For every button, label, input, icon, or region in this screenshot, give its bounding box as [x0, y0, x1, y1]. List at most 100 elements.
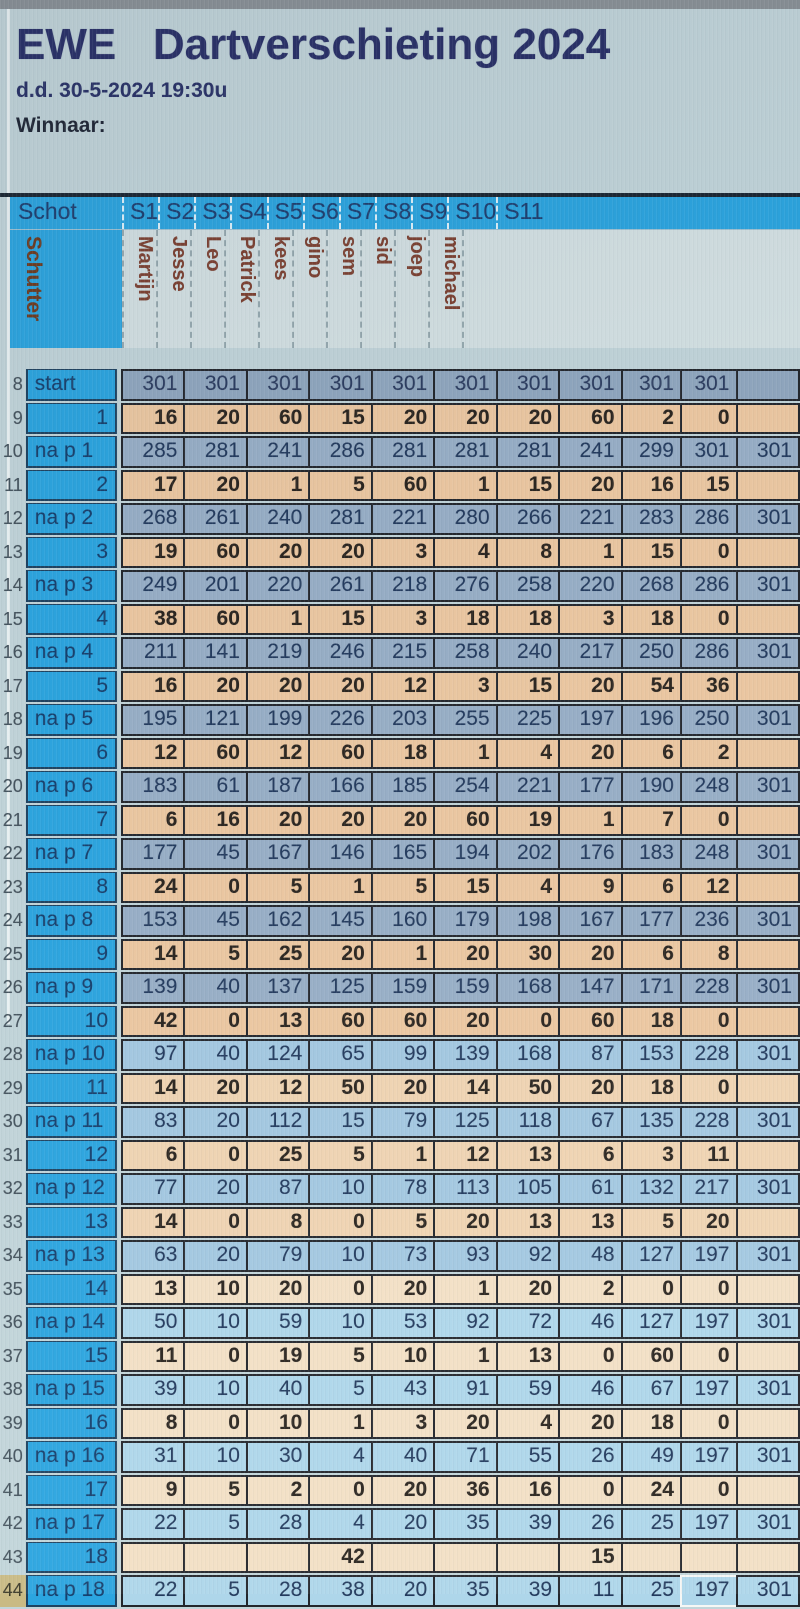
row-label-cell[interactable]: 16 [25, 1407, 118, 1439]
score-cell[interactable]: 258 [433, 637, 498, 669]
score-cell[interactable]: 1 [433, 1273, 498, 1305]
score-cell[interactable]: 20 [183, 402, 248, 434]
score-cell[interactable]: 48 [558, 1240, 623, 1272]
score-cell[interactable]: 301 [735, 1307, 800, 1339]
row-label-cell[interactable]: na p 7 [25, 838, 118, 870]
score-cell[interactable]: 246 [308, 637, 373, 669]
column-header-s6[interactable]: S6 [302, 197, 339, 229]
score-cell[interactable]: 40 [370, 1441, 436, 1473]
score-cell[interactable]: 20 [245, 804, 311, 836]
score-cell[interactable]: 286 [679, 570, 738, 602]
score-cell[interactable]: 179 [433, 905, 498, 937]
score-cell[interactable]: 5 [308, 1340, 373, 1372]
score-cell[interactable]: 281 [183, 436, 248, 468]
score-cell[interactable]: 3 [370, 1407, 436, 1439]
score-cell[interactable]: 167 [558, 905, 623, 937]
score-cell[interactable]: 301 [735, 1173, 800, 1205]
player-name-cell-leo[interactable]: Leo [190, 230, 224, 348]
score-cell[interactable] [620, 1541, 682, 1573]
column-header-s8[interactable]: S8 [374, 197, 411, 229]
score-cell[interactable]: 285 [121, 436, 186, 468]
score-cell[interactable]: 15 [558, 1541, 623, 1573]
score-cell[interactable]: 153 [121, 905, 186, 937]
score-cell[interactable]: 50 [308, 1072, 373, 1104]
score-cell[interactable]: 228 [679, 1106, 738, 1138]
excel-row-number[interactable]: 32 [2, 1178, 23, 1198]
score-cell[interactable]: 1 [433, 737, 498, 769]
score-cell[interactable]: 11 [558, 1575, 623, 1607]
score-cell[interactable]: 20 [433, 402, 498, 434]
score-cell[interactable]: 20 [433, 938, 498, 970]
score-cell[interactable]: 0 [679, 1340, 738, 1372]
score-cell[interactable]: 8 [245, 1206, 311, 1238]
score-cell[interactable]: 35 [433, 1508, 498, 1540]
score-cell[interactable]: 72 [495, 1307, 561, 1339]
column-header-s9[interactable]: S9 [411, 197, 447, 229]
score-cell[interactable]: 20 [558, 938, 623, 970]
score-cell[interactable]: 0 [679, 402, 738, 434]
score-cell[interactable]: 20 [245, 1273, 311, 1305]
score-cell[interactable]: 168 [495, 972, 561, 1004]
score-cell[interactable] [735, 804, 800, 836]
score-cell[interactable] [370, 1541, 436, 1573]
score-cell[interactable]: 132 [620, 1173, 682, 1205]
row-label-cell[interactable]: 2 [25, 469, 118, 501]
excel-row-number[interactable]: 43 [2, 1546, 23, 1567]
score-cell[interactable]: 0 [679, 603, 738, 635]
score-cell[interactable]: 20 [245, 670, 311, 702]
score-cell[interactable]: 301 [735, 704, 800, 736]
score-cell[interactable]: 228 [679, 972, 738, 1004]
score-cell[interactable]: 71 [433, 1441, 498, 1473]
score-cell[interactable]: 31 [121, 1441, 186, 1473]
score-cell[interactable]: 10 [245, 1407, 311, 1439]
score-cell[interactable]: 145 [308, 905, 373, 937]
score-cell[interactable]: 176 [558, 838, 623, 870]
excel-row-number[interactable]: 9 [12, 407, 23, 428]
score-cell[interactable]: 197 [679, 1307, 738, 1339]
score-cell[interactable]: 171 [620, 972, 682, 1004]
score-cell[interactable]: 60 [245, 402, 311, 434]
player-name-cell-sem[interactable]: sem [326, 230, 360, 348]
score-cell[interactable]: 160 [370, 905, 436, 937]
score-cell[interactable]: 15 [620, 536, 682, 568]
score-cell[interactable]: 301 [558, 369, 623, 401]
score-cell[interactable]: 0 [495, 1005, 561, 1037]
score-cell[interactable]: 20 [245, 536, 311, 568]
excel-row-number[interactable]: 22 [2, 843, 23, 863]
score-cell[interactable]: 25 [245, 1139, 311, 1171]
score-cell[interactable]: 0 [679, 536, 738, 568]
score-cell[interactable]: 20 [558, 1072, 623, 1104]
score-cell[interactable]: 18 [620, 603, 682, 635]
score-cell[interactable]: 236 [679, 905, 738, 937]
score-cell[interactable] [735, 938, 800, 970]
score-cell[interactable] [735, 1474, 800, 1506]
excel-row-number[interactable]: 25 [2, 943, 23, 964]
score-cell[interactable]: 87 [245, 1173, 311, 1205]
score-cell[interactable]: 10 [183, 1441, 248, 1473]
score-cell[interactable] [121, 1541, 186, 1573]
row-label-cell[interactable]: na p 9 [25, 972, 118, 1004]
score-cell[interactable]: 60 [558, 1005, 623, 1037]
column-header-s4[interactable]: S4 [230, 197, 267, 229]
score-cell[interactable]: 18 [370, 737, 436, 769]
row-label-cell[interactable]: na p 4 [25, 637, 118, 669]
score-cell[interactable]: 28 [245, 1508, 311, 1540]
score-cell[interactable]: 5 [370, 1206, 436, 1238]
score-cell[interactable]: 301 [620, 369, 682, 401]
score-cell[interactable]: 20 [370, 1474, 436, 1506]
excel-row-number[interactable]: 30 [2, 1111, 23, 1131]
score-cell[interactable]: 39 [495, 1508, 561, 1540]
player-name-cell-patrick[interactable]: Patrick [224, 230, 258, 348]
score-cell[interactable]: 22 [121, 1575, 186, 1607]
score-cell[interactable]: 77 [121, 1173, 186, 1205]
score-cell[interactable]: 0 [183, 1005, 248, 1037]
score-cell[interactable]: 18 [620, 1005, 682, 1037]
row-label-cell[interactable]: 6 [25, 737, 118, 769]
score-cell[interactable]: 1 [370, 1139, 436, 1171]
score-cell[interactable]: 67 [558, 1106, 623, 1138]
score-cell[interactable]: 26 [558, 1441, 623, 1473]
score-cell[interactable]: 91 [433, 1374, 498, 1406]
score-cell[interactable]: 15 [495, 469, 561, 501]
player-name-cell-joep[interactable]: joep [394, 230, 428, 348]
score-cell[interactable]: 301 [735, 1106, 800, 1138]
